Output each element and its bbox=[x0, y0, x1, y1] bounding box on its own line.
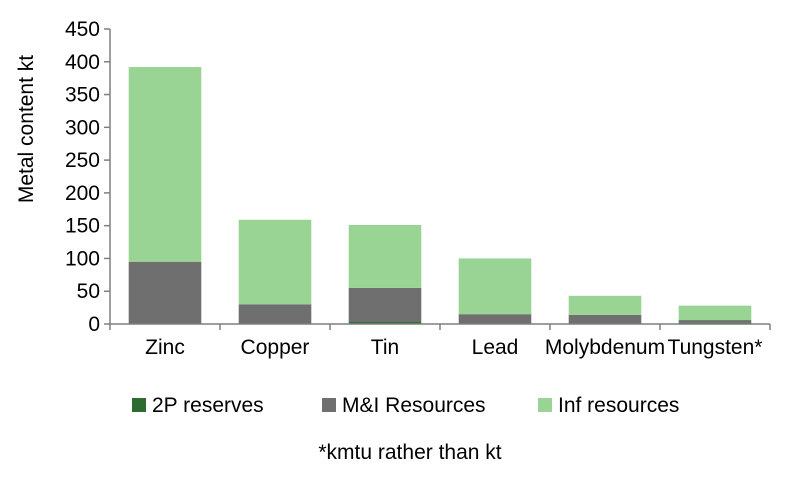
y-tick-label: 450 bbox=[65, 18, 100, 41]
y-tick-label: 250 bbox=[65, 149, 100, 172]
bar-segment bbox=[348, 322, 422, 324]
category-label: Tin bbox=[371, 336, 399, 359]
legend: 2P reserves M&I Resources Inf resources bbox=[132, 394, 679, 417]
category-label: Copper bbox=[241, 336, 310, 359]
bar-segment bbox=[238, 219, 312, 305]
bar-segment bbox=[458, 258, 532, 315]
bar-segment bbox=[238, 304, 312, 324]
y-axis-title: Metal content kt bbox=[15, 55, 38, 203]
y-tick-label: 100 bbox=[65, 247, 100, 270]
legend-swatch bbox=[322, 398, 336, 412]
legend-item: M&I Resources bbox=[322, 394, 486, 417]
y-tick-label: 0 bbox=[88, 313, 100, 336]
y-tick-label: 200 bbox=[65, 182, 100, 205]
legend-label: Inf resources bbox=[558, 394, 679, 417]
bar-segment bbox=[568, 295, 642, 315]
legend-item: Inf resources bbox=[538, 394, 679, 417]
bar-segment bbox=[678, 320, 752, 323]
category-label: Molybdenum bbox=[545, 336, 665, 359]
category-label: Tungsten* bbox=[668, 336, 763, 359]
plot-area: 0 50 100 150 200 250 300 350 400 450 Zinc Copper Tin… bbox=[65, 18, 771, 359]
category-label: Zinc bbox=[145, 336, 185, 359]
legend-item: 2P reserves bbox=[132, 394, 264, 417]
legend-label: M&I Resources bbox=[342, 394, 486, 417]
y-tick-label: 300 bbox=[65, 116, 100, 139]
legend-label: 2P reserves bbox=[152, 394, 264, 417]
bar-segment bbox=[348, 225, 422, 288]
bar-segment bbox=[568, 314, 642, 324]
category-label: Lead bbox=[472, 336, 519, 359]
legend-swatch bbox=[132, 398, 146, 412]
y-tick-label: 400 bbox=[65, 51, 100, 74]
bar-segment bbox=[458, 314, 532, 324]
bar-segment bbox=[348, 287, 422, 323]
y-tick-label: 350 bbox=[65, 84, 100, 107]
y-tick-label: 150 bbox=[65, 215, 100, 238]
footnote: *kmtu rather than kt bbox=[318, 441, 501, 464]
legend-swatch bbox=[538, 398, 552, 412]
bar-segment bbox=[128, 67, 202, 262]
bar-segment bbox=[678, 305, 752, 321]
y-tick-label: 50 bbox=[77, 280, 100, 303]
bar-segment bbox=[128, 261, 202, 324]
